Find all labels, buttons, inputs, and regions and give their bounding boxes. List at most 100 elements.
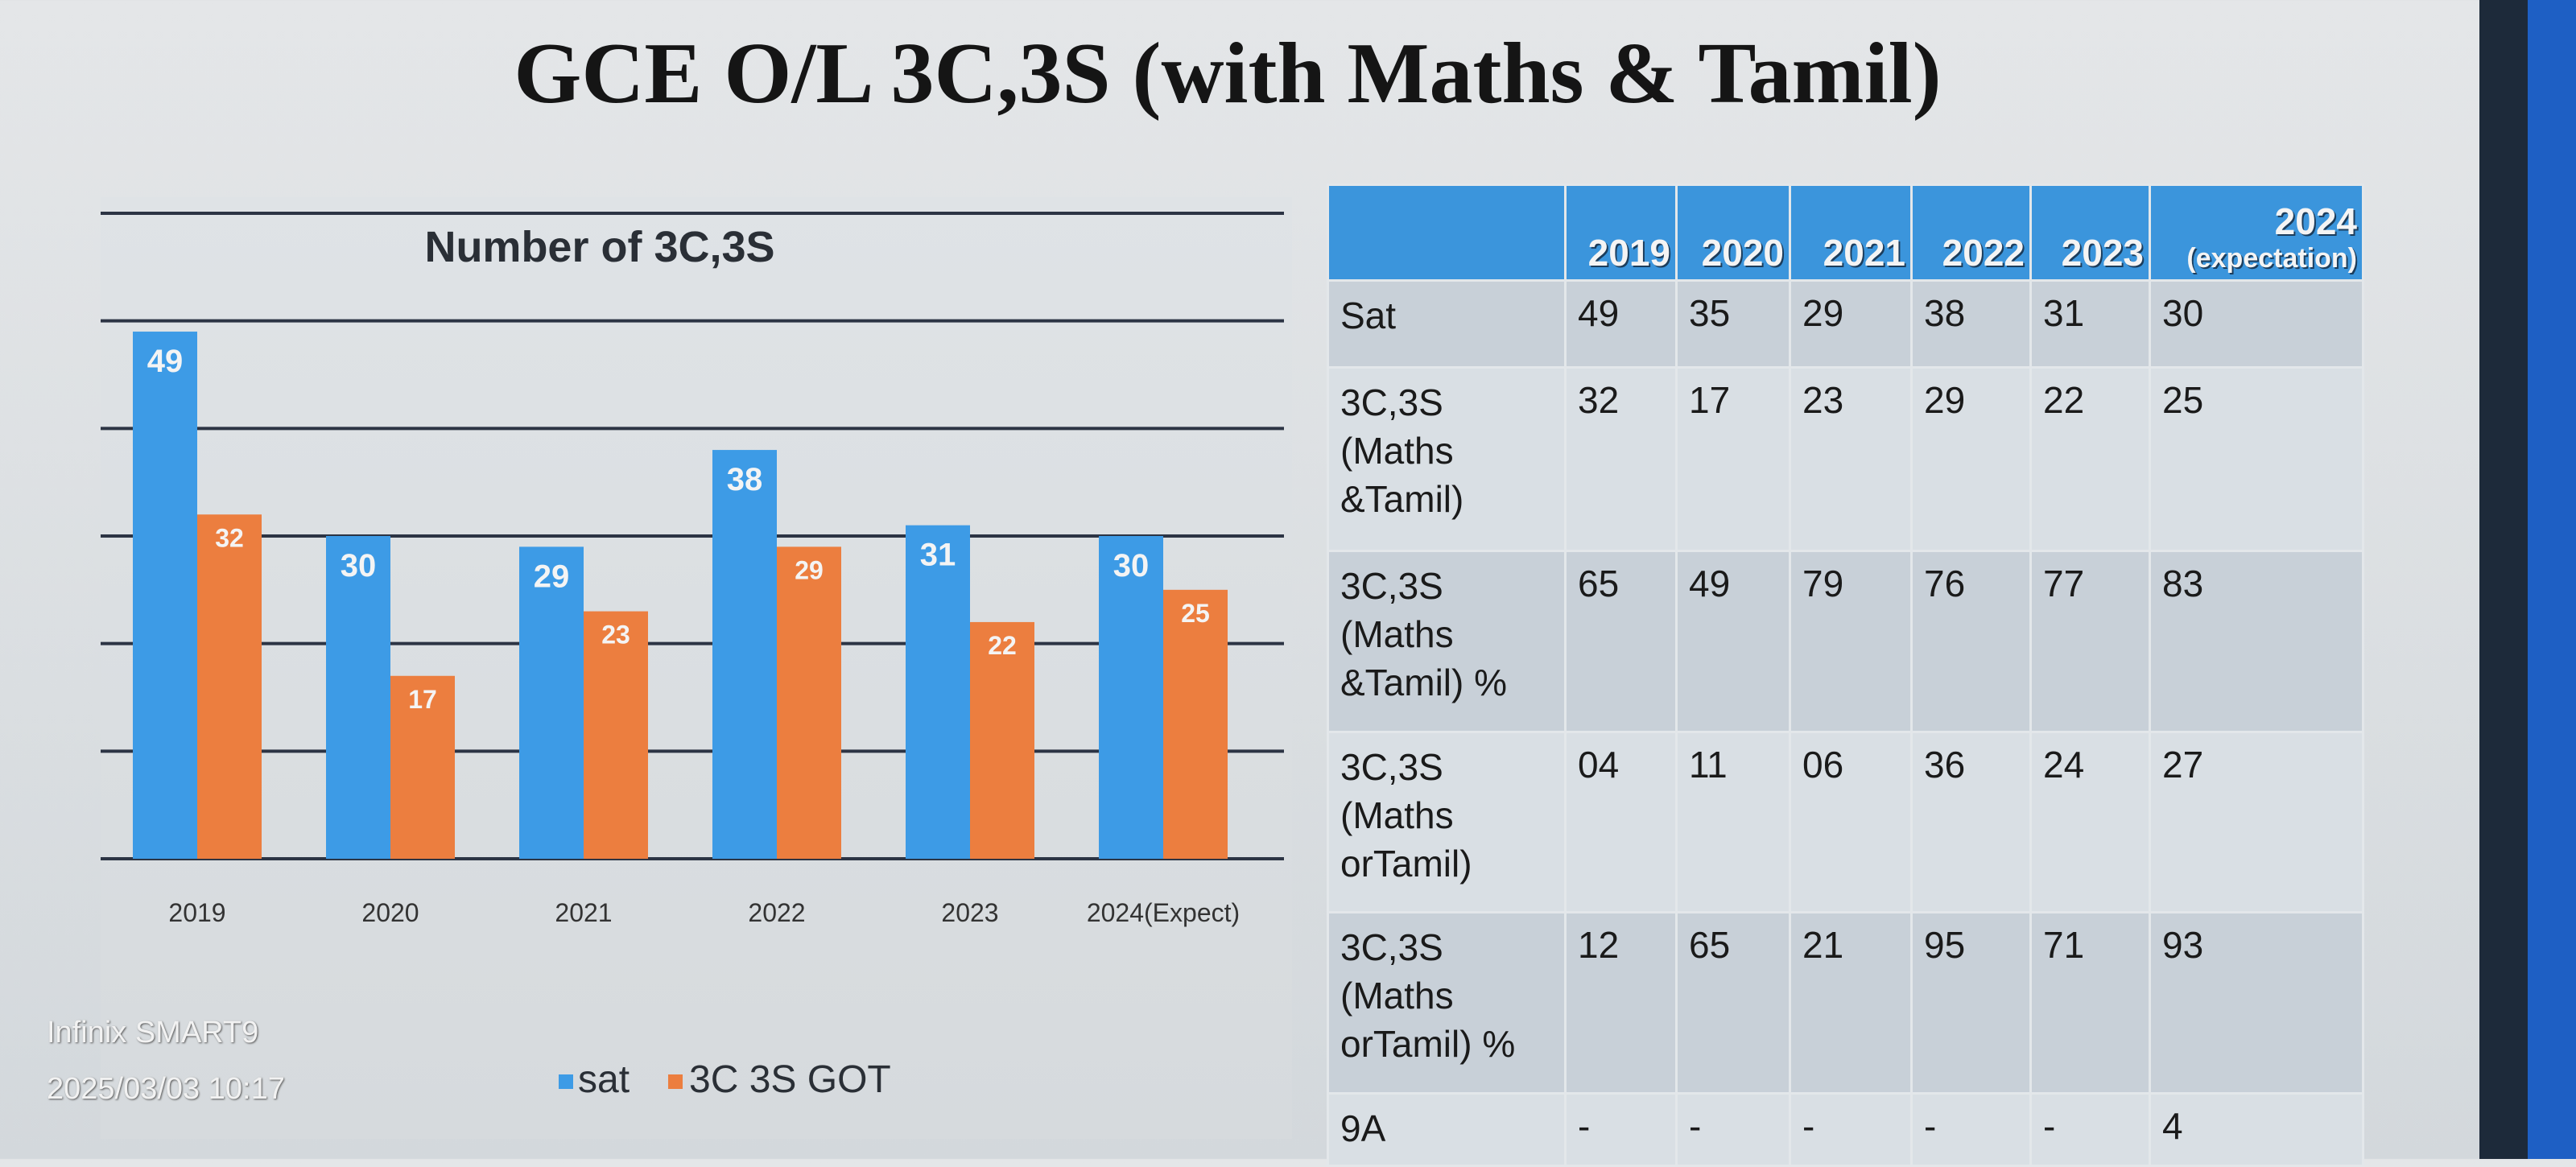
chart-title: Number of 3C,3S (424, 223, 774, 271)
x-tick-label: 2022 (748, 898, 805, 927)
table-cell: 29 (1789, 279, 1913, 369)
table-cell: 93 (2149, 911, 2364, 1095)
bar-sat (1099, 536, 1163, 859)
monitor-edge (2528, 0, 2576, 1159)
header-cell: 2024 (expectation) (2149, 184, 2364, 282)
table-cell: 4 (2149, 1092, 2364, 1167)
x-tick-label: 2021 (555, 898, 612, 927)
header-cell: 2021 (1789, 184, 1913, 282)
bar-3c-3s-got (390, 675, 455, 859)
data-label: 49 (147, 344, 184, 379)
table-cell: 29 (1910, 366, 2032, 552)
slide-title: GCE O/L 3C,3S (with Maths & Tamil) (514, 26, 1942, 122)
x-tick-label: 2024(Expect) (1087, 898, 1240, 927)
data-label: 23 (601, 621, 630, 649)
bar-sat (906, 525, 970, 859)
legend-swatch-got (668, 1074, 683, 1089)
header-year: 2024 (2274, 200, 2357, 242)
header-cell: 2022 (1910, 184, 2032, 282)
x-tick-label: 2023 (941, 898, 998, 927)
data-label: 17 (408, 685, 437, 714)
table-cell: 38 (1910, 279, 2032, 369)
table-cell: 30 (2149, 279, 2364, 369)
bar-3c-3s-got (1163, 589, 1228, 859)
table-header-row: 2019 2020 2021 2022 2023 2024 (expectatio… (1327, 184, 2364, 282)
table-row: 9A - - - - -4 (1327, 1092, 2364, 1167)
row-label: 3C,3S (Maths orTamil) (1327, 731, 1567, 913)
table-cell: 79 (1789, 550, 1913, 733)
table-cell: 21 (1789, 911, 1913, 1095)
table-cell: 35 (1675, 279, 1791, 369)
table-cell: - (2029, 1092, 2151, 1167)
table-cell: 49 (1675, 550, 1791, 733)
header-cell (1327, 184, 1567, 282)
row-label: 3C,3S (Maths &Tamil) (1327, 366, 1567, 552)
table-cell: 65 (1564, 550, 1678, 733)
table-cell: - (1910, 1092, 2032, 1167)
camera-watermark-device: Infinix SMART9 (47, 1016, 259, 1049)
table-cell: 49 (1564, 279, 1678, 369)
results-table: 2019 2020 2021 2022 2023 2024 (expectatio… (1327, 184, 2364, 1167)
table-row: 3C,3S (Maths orTamil) % 12 65 21 95 71 93 (1327, 911, 2364, 1095)
header-note: (expectation) (2186, 243, 2357, 274)
header-cell: 2019 (1564, 184, 1678, 282)
table-row: 3C,3S (Maths &Tamil) % 65 49 79 76 77 83 (1327, 550, 2364, 733)
table-cell: 71 (2029, 911, 2151, 1095)
table-cell: 36 (1910, 731, 2032, 913)
camera-watermark-timestamp: 2025/03/03 10:17 (47, 1072, 285, 1106)
table-cell: 12 (1564, 911, 1678, 1095)
table-row: 3C,3S (Maths orTamil) 04 11 06 36 24 27 (1327, 731, 2364, 913)
table-cell: - (1789, 1092, 1913, 1167)
table-cell: 24 (2029, 731, 2151, 913)
header-cell: 2023 (2029, 184, 2151, 282)
bar-sat (133, 332, 197, 859)
table-cell: - (1564, 1092, 1678, 1167)
bar-sat (326, 536, 390, 859)
table-cell: 95 (1910, 911, 2032, 1095)
table-cell: 27 (2149, 731, 2364, 913)
header-cell: 2020 (1675, 184, 1791, 282)
row-label: 9A (1327, 1092, 1567, 1167)
table-cell: 23 (1789, 366, 1913, 552)
table-cell: 11 (1675, 731, 1791, 913)
data-label: 32 (215, 523, 244, 552)
table-cell: 65 (1675, 911, 1791, 1095)
x-tick-label: 2019 (168, 898, 225, 927)
data-label: 29 (795, 555, 824, 584)
bar-3c-3s-got (197, 514, 262, 859)
legend-label-sat: sat (578, 1058, 630, 1101)
table-cell: 76 (1910, 550, 2032, 733)
table-cell: 25 (2149, 366, 2364, 552)
data-label: 30 (341, 548, 377, 584)
data-label: 25 (1181, 599, 1210, 628)
x-tick-label: 2020 (361, 898, 419, 927)
row-label: Sat (1327, 279, 1567, 369)
table-cell: 17 (1675, 366, 1791, 552)
chart-svg: Number of 3C,3S 49 32 2019 30 17 2020 29 23 2021 3… (101, 212, 1284, 1101)
data-label: 30 (1113, 548, 1150, 584)
data-label: 29 (534, 559, 570, 594)
table-cell: 32 (1564, 366, 1678, 552)
table-cell: 31 (2029, 279, 2151, 369)
data-label: 22 (988, 631, 1017, 660)
bar-3c-3s-got (970, 621, 1034, 859)
legend-label-got: 3C 3S GOT (689, 1058, 891, 1101)
table-cell: 06 (1789, 731, 1913, 913)
row-label: 3C,3S (Maths orTamil) % (1327, 911, 1567, 1095)
data-label: 38 (727, 462, 763, 497)
table-cell: 83 (2149, 550, 2364, 733)
table-row: Sat 49 35 29 38 31 30 (1327, 279, 2364, 369)
legend-swatch-sat (559, 1074, 573, 1089)
table-cell: - (1675, 1092, 1791, 1167)
bar-sat (519, 546, 584, 859)
table-cell: 22 (2029, 366, 2151, 552)
row-label: 3C,3S (Maths &Tamil) % (1327, 550, 1567, 733)
bar-3c-3s-got (584, 611, 648, 859)
data-label: 31 (920, 538, 956, 573)
table-cell: 77 (2029, 550, 2151, 733)
bar-3c-3s-got (777, 546, 841, 859)
bar-sat (712, 450, 777, 859)
table-cell: 04 (1564, 731, 1678, 913)
table-row: 3C,3S (Maths &Tamil) 32 17 23 29 22 25 (1327, 366, 2364, 552)
bar-chart: Number of 3C,3S 49 32 2019 30 17 2020 29 23 2021 3… (101, 197, 1292, 1139)
